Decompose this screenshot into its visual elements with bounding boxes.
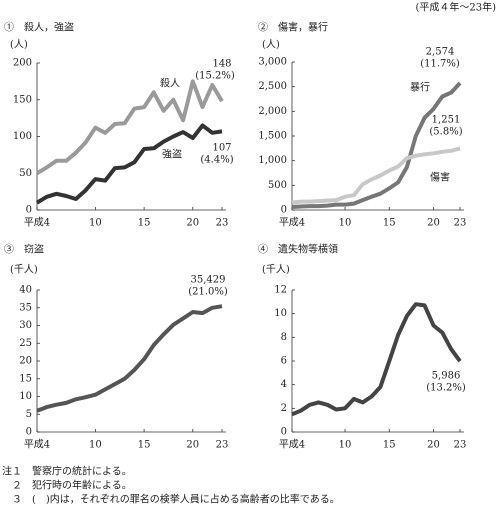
y-axis-label: (千人) [10, 264, 38, 276]
chart-title: ③ 窃盗 [4, 243, 44, 256]
y-tick-label: 2,500 [258, 81, 287, 92]
series-label: 傷害 [430, 171, 450, 184]
x-tick-label: 平成4 [279, 217, 305, 229]
y-axis-label: (人) [262, 39, 280, 51]
x-tick-label: 23 [454, 440, 467, 451]
y-tick-label: 1,500 [258, 131, 287, 142]
y-tick-label: 50 [19, 168, 32, 179]
annotation: 1,251 [432, 115, 461, 126]
y-tick-label: 100 [13, 131, 32, 142]
y-tick-label: 2 [281, 403, 287, 414]
data-line [291, 81, 462, 209]
y-tick-label: 35 [19, 302, 32, 313]
y-tick-label: 5 [26, 409, 32, 420]
data-line [291, 302, 462, 417]
y-tick-label: 3,000 [258, 57, 287, 68]
period-label: (平成４年～23年) [415, 1, 496, 14]
y-tick-label: 150 [13, 94, 32, 105]
x-tick-label: 10 [89, 218, 102, 229]
x-tick-label: 平成4 [24, 439, 50, 451]
y-tick-label: 200 [13, 58, 32, 69]
annotation: (21.0%) [188, 287, 228, 298]
note: 注１ 警察庁の統計による。 [2, 465, 132, 478]
x-tick-label: 23 [216, 218, 229, 229]
data-line [35, 123, 223, 205]
annotation: 107 [212, 143, 231, 154]
x-tick-label: 15 [383, 218, 396, 229]
note: ３ ( )内は，それぞれの罪名の検挙人員に占める高齢者の比率である。 [2, 493, 340, 506]
y-tick-label: 15 [19, 373, 32, 384]
series-label: 暴行 [410, 81, 430, 94]
y-axis-label: (人) [10, 39, 28, 51]
x-tick-label: 23 [454, 218, 467, 229]
x-tick-label: 15 [383, 440, 396, 451]
y-tick-label: 10 [19, 391, 32, 402]
x-tick-label: 20 [186, 218, 199, 229]
annotation: 148 [212, 59, 231, 70]
x-tick-label: 平成4 [24, 217, 50, 229]
x-tick-label: 10 [339, 218, 352, 229]
x-tick-label: 15 [138, 218, 151, 229]
y-tick-label: 25 [19, 338, 32, 349]
x-tick-label: 20 [427, 440, 440, 451]
y-tick-label: 20 [19, 356, 32, 367]
chart-title: ④ 遺失物等横領 [258, 243, 338, 256]
note: ２ 犯行時の年齢による。 [2, 479, 132, 492]
x-tick-label: 10 [339, 440, 352, 451]
x-tick-label: 15 [138, 440, 151, 451]
annotation: (5.8%) [429, 127, 462, 138]
chart-title: ② 傷害，暴行 [258, 21, 328, 34]
y-tick-label: 10 [274, 308, 287, 319]
chart-title: ① 殺人，強盗 [4, 21, 74, 34]
x-tick-label: 23 [216, 440, 229, 451]
y-tick-label: 0 [281, 427, 287, 438]
y-tick-label: 30 [19, 320, 32, 331]
annotation: 35,429 [191, 275, 226, 286]
data-line [35, 79, 224, 176]
y-axis-label: (千人) [262, 264, 290, 276]
y-tick-label: 12 [274, 285, 287, 296]
y-tick-label: 0 [281, 205, 287, 216]
annotation: (11.7%) [420, 59, 460, 70]
y-tick-label: 500 [268, 180, 287, 191]
annotation: (13.2%) [426, 383, 466, 394]
x-tick-label: 10 [89, 440, 102, 451]
x-tick-label: 20 [186, 440, 199, 451]
y-tick-label: 0 [26, 427, 32, 438]
y-tick-label: 6 [281, 356, 287, 367]
y-tick-label: 4 [281, 379, 287, 390]
annotation: (15.2%) [195, 71, 235, 82]
data-line [291, 146, 461, 205]
annotation: (4.4%) [200, 155, 233, 166]
x-tick-label: 平成4 [279, 439, 305, 451]
x-tick-label: 20 [427, 218, 440, 229]
y-tick-label: 8 [281, 332, 287, 343]
y-tick-label: 40 [19, 285, 32, 296]
y-tick-label: 1,000 [258, 155, 287, 166]
annotation: 5,986 [432, 371, 461, 382]
annotation: 2,574 [426, 47, 455, 58]
series-label: 殺人 [160, 77, 180, 90]
series-label: 強盗 [162, 148, 182, 161]
y-tick-label: 2,000 [258, 106, 287, 117]
data-line [36, 304, 223, 413]
y-tick-label: 0 [26, 205, 32, 216]
